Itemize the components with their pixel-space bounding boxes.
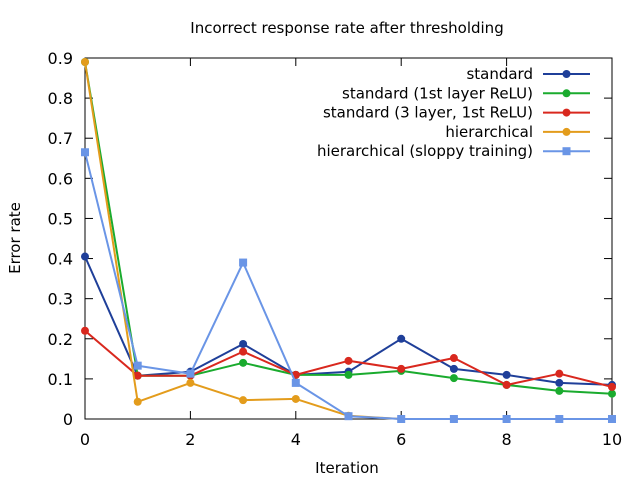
data-point-square xyxy=(562,147,571,156)
data-point xyxy=(449,364,458,373)
y-axis-label: Error rate xyxy=(6,202,24,274)
data-point-square xyxy=(397,415,406,423)
data-point xyxy=(449,354,458,363)
data-point xyxy=(562,70,571,78)
data-point-square xyxy=(449,415,458,423)
data-point xyxy=(397,364,406,373)
data-point xyxy=(133,397,142,406)
y-tick-label: 0.9 xyxy=(48,49,73,68)
data-point xyxy=(239,339,248,348)
y-tick-label: 0.6 xyxy=(48,169,73,188)
data-point xyxy=(555,378,564,387)
y-tick-label: 0.4 xyxy=(48,250,73,269)
y-tick-label: 0.8 xyxy=(48,89,73,108)
data-point-square xyxy=(502,415,511,423)
data-point-square xyxy=(555,415,564,423)
data-point-square xyxy=(133,361,142,370)
legend-label: standard xyxy=(466,65,533,83)
x-axis-label: Iteration xyxy=(315,459,379,477)
data-point xyxy=(81,326,89,335)
data-point xyxy=(555,369,564,378)
data-point xyxy=(562,108,571,117)
data-point xyxy=(562,127,571,136)
legend-label: hierarchical xyxy=(445,123,533,141)
data-point xyxy=(81,58,89,67)
data-point xyxy=(133,371,142,380)
data-point xyxy=(502,380,511,389)
data-point xyxy=(186,378,195,387)
data-point xyxy=(81,252,89,261)
axis-ticks: 0 0.1 0.2 0.3 0.4 0.5 0.6 0.7 0.8 0.9 0 2 4 6 8 10 xyxy=(48,49,623,449)
data-point-square xyxy=(186,369,195,378)
legend-label: standard (3 layer, 1st ReLU) xyxy=(323,104,533,122)
data-point xyxy=(397,334,406,343)
data-point-square xyxy=(81,148,89,157)
data-point xyxy=(344,370,353,379)
data-point-square xyxy=(239,258,248,267)
data-point xyxy=(502,370,511,379)
y-tick-label: 0.3 xyxy=(48,290,73,309)
x-tick-label: 0 xyxy=(80,430,90,449)
series-group xyxy=(81,58,616,423)
data-point-square xyxy=(608,415,616,423)
data-point xyxy=(239,347,248,356)
y-tick-label: 0.5 xyxy=(48,209,73,228)
data-point-square xyxy=(291,378,300,387)
data-point-square xyxy=(344,412,353,421)
x-tick-label: 2 xyxy=(185,430,195,449)
x-tick-label: 10 xyxy=(602,430,622,449)
x-tick-label: 6 xyxy=(396,430,406,449)
series xyxy=(81,326,616,391)
x-tick-label: 4 xyxy=(291,430,301,449)
series-line xyxy=(84,256,613,386)
data-point xyxy=(239,358,248,367)
legend-label: standard (1st layer ReLU) xyxy=(342,84,533,102)
y-tick-label: 0.2 xyxy=(48,330,73,349)
y-tick-label: 0.1 xyxy=(48,370,73,389)
legend-label: hierarchical (sloppy training) xyxy=(317,142,533,160)
y-tick-label: 0 xyxy=(63,410,73,429)
data-point xyxy=(562,89,571,98)
chart-title: Incorrect response rate after thresholdi… xyxy=(190,19,503,37)
data-point xyxy=(555,386,564,395)
data-point xyxy=(608,389,616,398)
data-point xyxy=(608,382,616,391)
series xyxy=(81,148,616,423)
y-tick-label: 0.7 xyxy=(48,129,73,148)
data-point xyxy=(239,396,248,405)
data-point xyxy=(291,394,300,403)
data-point xyxy=(344,356,353,365)
x-tick-label: 8 xyxy=(502,430,512,449)
data-point xyxy=(449,374,458,383)
